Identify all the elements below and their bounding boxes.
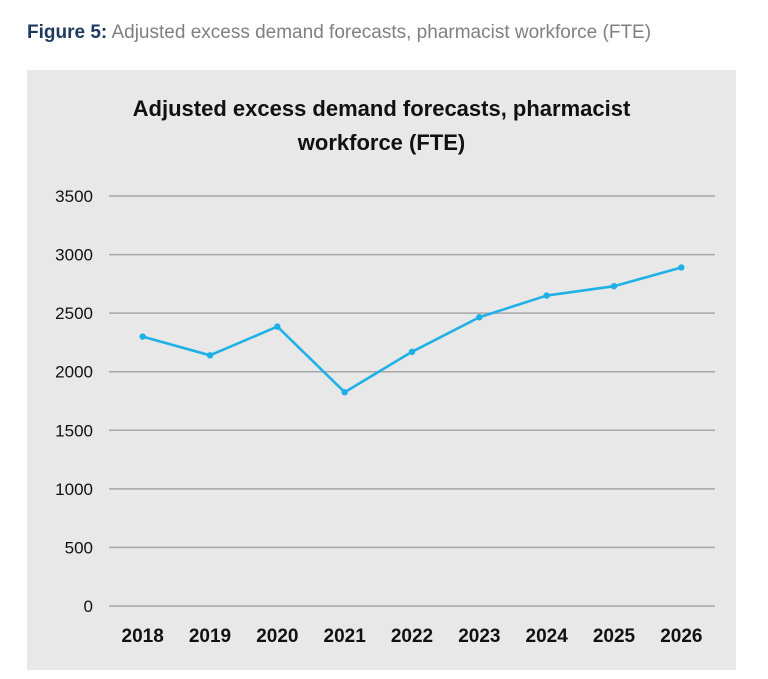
data-point	[476, 314, 483, 321]
x-tick-label: 2020	[256, 626, 298, 647]
y-tick-label: 1000	[55, 480, 93, 499]
data-point	[678, 264, 685, 271]
x-tick-label: 2018	[122, 626, 164, 647]
figure-label: Figure 5:	[27, 22, 108, 43]
y-tick-label: 2500	[55, 304, 93, 323]
figure-caption-text: Adjusted excess demand forecasts, pharma…	[111, 22, 652, 43]
x-tick-label: 2019	[189, 626, 231, 647]
y-tick-label: 2000	[55, 363, 93, 382]
x-tick-label: 2026	[660, 626, 702, 647]
data-point	[408, 348, 416, 355]
chart-title-line-2: workforce (FTE)	[297, 130, 466, 155]
chart-title-line-1: Adjusted excess demand forecasts, pharma…	[132, 96, 631, 121]
chart-title: Adjusted excess demand forecasts, pharma…	[27, 92, 736, 160]
data-point	[341, 389, 348, 396]
y-tick-label: 3000	[55, 246, 93, 265]
y-tick-label: 0	[84, 597, 93, 616]
x-tick-label: 2021	[324, 626, 367, 647]
data-point	[274, 323, 281, 330]
x-tick-label: 2025	[593, 626, 636, 647]
x-tick-label: 2023	[458, 626, 500, 647]
data-point	[139, 333, 146, 340]
series-line	[142, 266, 682, 394]
chart-panel: Adjusted excess demand forecasts, pharma…	[27, 70, 736, 670]
y-tick-label: 500	[65, 538, 93, 557]
data-point	[206, 352, 214, 359]
data-point	[610, 283, 618, 290]
y-tick-label: 3500	[55, 187, 93, 206]
x-tick-label: 2022	[391, 626, 433, 647]
data-point	[543, 292, 550, 299]
line-chart: 0 500 1000 1500 2000 2500 3000 3500 2018 2019 2020…	[55, 187, 715, 647]
y-tick-label: 1500	[55, 421, 93, 440]
x-tick-label: 2024	[526, 626, 569, 647]
figure-caption: Figure 5: Adjusted excess demand forecas…	[27, 22, 651, 44]
